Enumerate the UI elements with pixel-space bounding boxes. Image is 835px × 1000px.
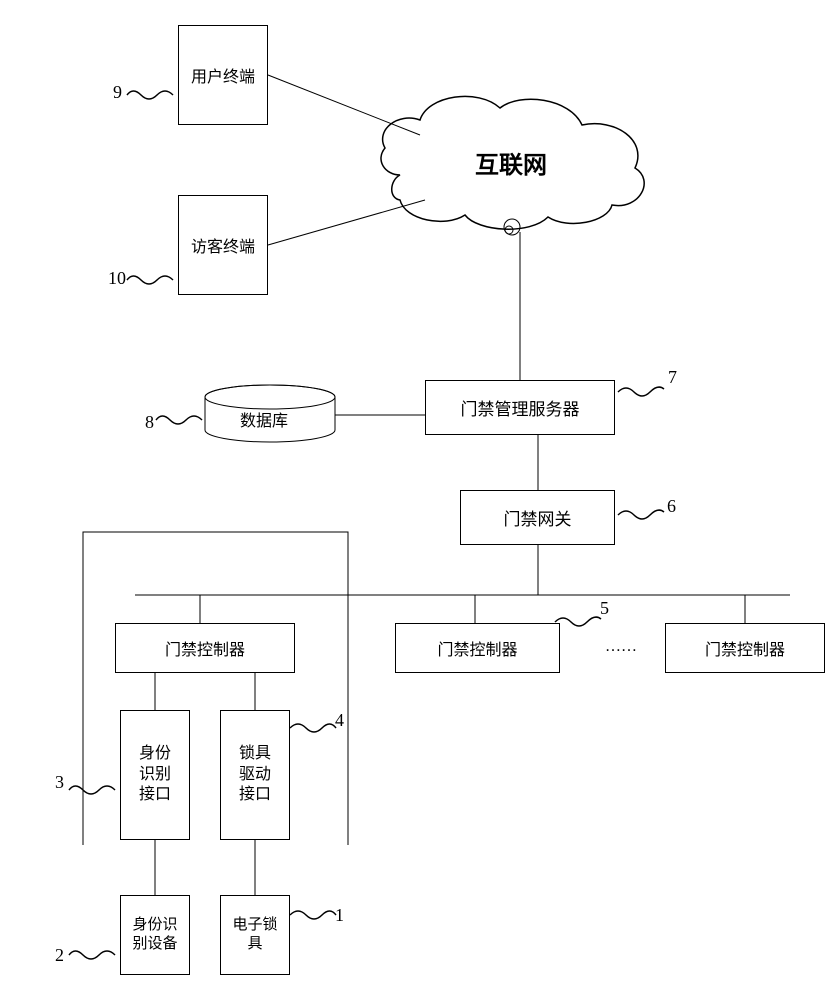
wave-7 xyxy=(618,387,664,396)
tag-2: 2 xyxy=(55,945,64,966)
ellipsis-label: …… xyxy=(605,638,637,656)
tag-4: 4 xyxy=(335,710,344,731)
controller-3-label: 门禁控制器 xyxy=(705,636,785,660)
tag-6: 6 xyxy=(667,496,676,517)
wave-1 xyxy=(290,911,336,919)
id-interface-node: 身份 识别 接口 xyxy=(120,710,190,840)
tag-7: 7 xyxy=(668,367,677,388)
tag-8: 8 xyxy=(145,412,154,433)
controller-1-label: 门禁控制器 xyxy=(165,636,245,660)
id-interface-label: 身份 识别 接口 xyxy=(139,744,171,806)
controller-2-node: 门禁控制器 xyxy=(395,623,560,673)
elock-node: 电子锁 具 xyxy=(220,895,290,975)
wave-3 xyxy=(69,786,115,794)
id-device-label: 身份识 别设备 xyxy=(132,916,177,955)
controller-2-label: 门禁控制器 xyxy=(437,636,517,660)
database-label: 数据库 xyxy=(240,407,288,431)
wave-8 xyxy=(156,416,202,424)
gateway-label: 门禁网关 xyxy=(504,505,572,530)
server-label: 门禁管理服务器 xyxy=(461,395,580,420)
tag-9: 9 xyxy=(113,82,122,103)
lock-interface-label: 锁具 驱动 接口 xyxy=(239,744,271,806)
wave-9 xyxy=(127,91,173,99)
visitor-terminal-node: 访客终端 xyxy=(178,195,268,295)
tag-10: 10 xyxy=(108,268,126,289)
visitor-terminal-label: 访客终端 xyxy=(191,233,255,257)
gateway-node: 门禁网关 xyxy=(460,490,615,545)
wave-5 xyxy=(555,617,601,626)
wave-10 xyxy=(127,276,173,284)
user-terminal-node: 用户终端 xyxy=(178,25,268,125)
wave-2 xyxy=(69,951,115,959)
wave-4 xyxy=(290,724,336,732)
tag-3: 3 xyxy=(55,772,64,793)
edge-visitor-cloud xyxy=(268,200,425,245)
elock-label: 电子锁 具 xyxy=(232,916,277,955)
edge-user-cloud xyxy=(268,75,420,135)
server-node: 门禁管理服务器 xyxy=(425,380,615,435)
lock-interface-node: 锁具 驱动 接口 xyxy=(220,710,290,840)
wave-6 xyxy=(618,510,664,519)
controller-1-node: 门禁控制器 xyxy=(115,623,295,673)
tag-1: 1 xyxy=(335,905,344,926)
user-terminal-label: 用户终端 xyxy=(191,63,255,87)
cloud-label: 互联网 xyxy=(475,145,547,180)
id-device-node: 身份识 别设备 xyxy=(120,895,190,975)
tag-5: 5 xyxy=(600,598,609,619)
controller-3-node: 门禁控制器 xyxy=(665,623,825,673)
